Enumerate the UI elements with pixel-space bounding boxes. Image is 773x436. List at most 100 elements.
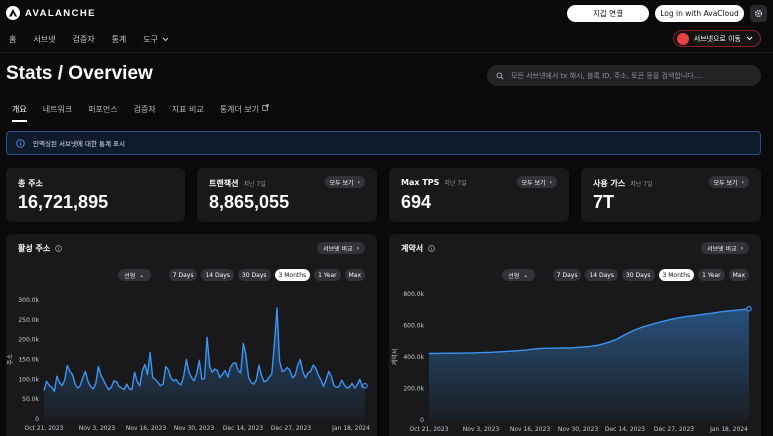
card-title: 트랜잭션 xyxy=(209,179,239,188)
info-notice: 인액싱된 서브넷에 대한 통계 표시 xyxy=(6,131,761,155)
tab-more-stats[interactable]: 통계더 보기 xyxy=(220,104,269,122)
y-tick-label: 0 xyxy=(35,416,39,423)
range-1-year[interactable]: 1 Year xyxy=(698,269,725,281)
settings-button[interactable] xyxy=(750,4,767,22)
compare-subnets-button[interactable]: 서브넷 비교 › xyxy=(701,242,749,254)
range-1-year[interactable]: 1 Year xyxy=(314,269,341,281)
search-input[interactable] xyxy=(511,71,751,80)
last-point-marker[interactable] xyxy=(746,306,752,312)
scale-select[interactable]: 선형 ⌄ xyxy=(501,269,535,281)
stat-card-transactions: 트랜잭션 지난 7일 모두 보기 › 8,865,055 xyxy=(197,168,377,222)
chevron-down-icon xyxy=(746,36,753,41)
panel-title: 활성 주소 xyxy=(18,244,51,253)
card-value: 7T xyxy=(593,192,615,212)
y-tick-label: 250.0k xyxy=(18,317,39,324)
stat-card-max-tps: Max TPS 지난 7일 모두 보기 › 694 xyxy=(389,168,569,222)
x-tick-label: Nov 3, 2023 xyxy=(79,425,116,432)
nav-item-validators[interactable]: 검증자 xyxy=(72,34,95,44)
search-icon xyxy=(496,71,504,80)
chart-controls: 선형 ⌄ 7 Days 14 Days 30 Days 3 Months 1 Ye… xyxy=(117,269,365,281)
avalanche-logo[interactable]: AVALANCHE xyxy=(6,6,96,20)
tab-validators[interactable]: 검증자 xyxy=(133,105,156,114)
x-tick-label: Oct 21, 2023 xyxy=(410,426,449,433)
compare-label: 서브넷 비교 xyxy=(707,245,737,253)
active-addresses-chart: 0 50.0k 100.0k 150.0k 200.0k 250.0k 300.0k 주소 Oc… xyxy=(7,297,370,432)
scale-select[interactable]: 선형 ⌄ xyxy=(117,269,151,281)
y-tick-label: 600.0k xyxy=(403,323,424,330)
avalanche-logo-icon xyxy=(6,6,20,20)
y-tick-label: 100.0k xyxy=(18,376,39,383)
y-axis-label: 계약서 xyxy=(391,349,399,366)
y-tick-label: 400.0k xyxy=(403,354,424,361)
page-title: Stats / Overview xyxy=(6,63,153,84)
tab-more-stats-label: 통계더 보기 xyxy=(219,105,260,114)
view-all-button[interactable]: 모두 보기 › xyxy=(516,176,557,188)
range-7-days[interactable]: 7 Days xyxy=(552,269,582,281)
view-all-button[interactable]: 모두 보기 › xyxy=(708,176,749,188)
y-tick-label: 300.0k xyxy=(18,297,39,304)
x-tick-label: Dec 14, 2023 xyxy=(605,426,645,433)
nav-item-subnets[interactable]: 서브넷 xyxy=(33,34,56,44)
card-title: Max TPS xyxy=(401,178,440,187)
x-tick-label: Dec 14, 2023 xyxy=(223,425,263,432)
tab-network[interactable]: 네트워크 xyxy=(42,105,73,114)
range-max[interactable]: Max xyxy=(344,269,365,281)
chevron-down-icon: ⌄ xyxy=(523,271,529,279)
y-tick-label: 150.0k xyxy=(18,357,39,364)
range-3-months[interactable]: 3 Months xyxy=(274,269,311,281)
range-14-days[interactable]: 14 Days xyxy=(201,269,234,281)
nav-item-stats[interactable]: 통계 xyxy=(111,34,127,44)
tab-overview[interactable]: 개요 xyxy=(12,104,27,122)
range-max[interactable]: Max xyxy=(728,269,749,281)
chevron-right-icon: › xyxy=(356,244,359,252)
chart-controls: 선형 ⌄ 7 Days 14 Days 30 Days 3 Months 1 Ye… xyxy=(501,269,749,281)
range-30-days[interactable]: 30 Days xyxy=(237,269,271,281)
nav-item-tools[interactable]: 도구 xyxy=(143,34,169,45)
login-avacloud-button[interactable]: Log in with AvaCloud xyxy=(655,4,744,22)
card-subtitle: 지난 7일 xyxy=(243,181,266,188)
x-tick-label: Jan 18, 2024 xyxy=(709,426,748,433)
connect-wallet-button[interactable]: 지갑 연결 xyxy=(567,4,649,22)
view-all-label: 모두 보기 xyxy=(713,179,738,187)
nav-divider xyxy=(0,52,773,53)
card-title: 사용 가스 xyxy=(593,179,626,188)
view-all-label: 모두 보기 xyxy=(521,179,546,187)
scale-select-label: 선형 xyxy=(124,272,136,280)
tab-compare-metrics[interactable]: 지표 비교 xyxy=(171,105,204,114)
series-area xyxy=(429,308,749,420)
compare-subnets-button[interactable]: 서브넷 비교 › xyxy=(317,242,365,254)
go-to-subnet-label: 서브넷으로 이동 xyxy=(693,34,741,43)
x-tick-label: Oct 21, 2023 xyxy=(25,425,64,432)
avalanche-red-icon xyxy=(676,32,689,45)
chevron-right-icon: › xyxy=(549,178,552,186)
card-value: 694 xyxy=(401,192,432,212)
y-tick-label: 200.0k xyxy=(403,386,424,393)
series-line xyxy=(428,308,750,355)
card-value: 16,721,895 xyxy=(18,192,109,212)
chevron-right-icon: › xyxy=(740,244,743,252)
card-title: 총 주소 xyxy=(18,179,43,188)
chevron-right-icon: › xyxy=(741,178,744,186)
range-3-months[interactable]: 3 Months xyxy=(658,269,695,281)
nav-item-home[interactable]: 홈 xyxy=(9,34,17,44)
panel-title: 계약서 xyxy=(401,244,424,253)
view-all-button[interactable]: 모두 보기 › xyxy=(324,176,365,188)
x-tick-label: Nov 16, 2023 xyxy=(126,425,167,432)
x-tick-label: Dec 27, 2023 xyxy=(271,425,311,432)
range-30-days[interactable]: 30 Days xyxy=(621,269,655,281)
series-area xyxy=(44,307,365,419)
chevron-down-icon: ⌄ xyxy=(139,271,145,279)
scale-select-label: 선형 xyxy=(508,272,520,280)
last-point-marker[interactable] xyxy=(362,382,368,389)
range-14-days[interactable]: 14 Days xyxy=(585,269,618,281)
chevron-right-icon: › xyxy=(357,178,360,186)
y-tick-label: 800.0k xyxy=(403,291,424,298)
range-7-days[interactable]: 7 Days xyxy=(168,269,198,281)
tab-performance[interactable]: 퍼포먼스 xyxy=(88,105,118,114)
info-icon[interactable] xyxy=(55,245,63,252)
search-bar[interactable] xyxy=(487,65,761,86)
notice-text: 인액싱된 서브넷에 대한 통계 표시 xyxy=(33,140,125,148)
go-to-subnet-button[interactable]: 서브넷으로 이동 xyxy=(672,30,761,47)
active-addresses-panel: 활성 주소 서브넷 비교 › 선형 ⌄ 7 Days 14 Days 30 Days… xyxy=(6,234,377,436)
info-icon[interactable] xyxy=(428,245,435,252)
